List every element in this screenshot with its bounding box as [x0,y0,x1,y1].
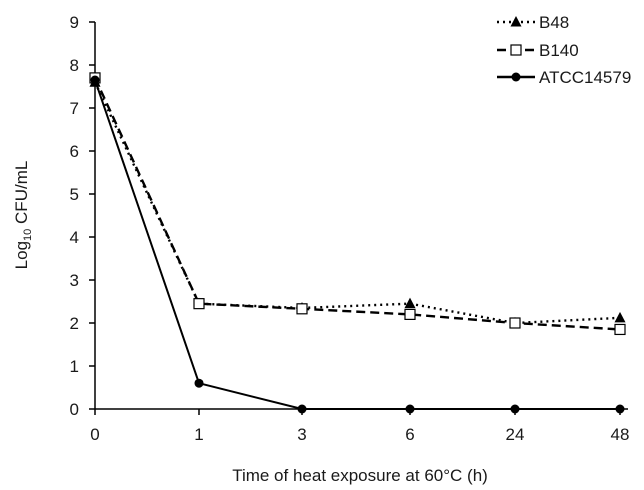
legend-label: ATCC14579 [539,68,631,87]
data-point-b140 [193,298,205,310]
y-tick-label: 3 [70,271,79,290]
legend-item-b48: B48 [497,13,569,32]
y-tick-label: 2 [70,314,79,333]
y-tick-label: 4 [70,228,79,247]
data-point-b140 [404,308,416,320]
series-line-b140 [93,77,621,331]
y-tick-label: 5 [70,185,79,204]
x-tick-label: 0 [90,425,99,444]
data-point-b48 [614,311,626,323]
data-point-b140 [614,323,626,336]
x-axis-title: Time of heat exposure at 60°C (h) [232,466,488,485]
data-point-atcc14579 [615,404,625,414]
y-axis-ticks: 0 1 2 3 4 5 6 7 8 9 [70,13,95,419]
data-point-atcc14579 [405,404,415,414]
data-point-atcc14579 [90,75,100,85]
y-tick-label: 8 [70,56,79,75]
data-point-b48 [404,297,416,309]
y-tick-label: 6 [70,142,79,161]
series-line-atcc14579 [94,79,620,410]
x-tick-label: 6 [405,425,414,444]
legend-item-b140: B140 [497,41,579,60]
y-tick-label: 7 [70,99,79,118]
y-tick-label: 1 [70,357,79,376]
y-axis-title-rest: CFU/mL [12,161,31,229]
series-b140 [89,72,626,336]
y-axis-title-subscript: 10 [22,229,34,241]
legend-label: B140 [539,41,579,60]
legend-marker [510,16,522,27]
y-axis-title: Log10 CFU/mL [12,161,34,270]
x-tick-label: 3 [297,425,306,444]
data-point-b140 [296,303,308,315]
legend-item-atcc14579: ATCC14579 [497,68,631,87]
x-tick-label: 48 [611,425,630,444]
series-line-b48 [93,81,621,325]
series-layer [89,72,626,414]
x-tick-label: 24 [506,425,525,444]
data-point-atcc14579 [510,404,520,414]
y-axis-title-main: Log [12,241,31,269]
series-atcc14579 [90,75,625,414]
x-tick-label: 1 [194,425,203,444]
data-point-atcc14579 [194,378,204,388]
y-tick-label: 0 [70,400,79,419]
data-point-atcc14579 [297,404,307,414]
x-axis-ticks: 0 1 3 6 24 48 [90,409,629,444]
data-point-b140 [509,317,521,329]
series-b48 [89,76,626,328]
legend-marker [510,44,522,56]
legend-label: B48 [539,13,569,32]
y-tick-label: 9 [70,13,79,32]
legend: B48 B140 ATCC14579 [497,13,631,87]
legend-marker [511,72,521,82]
